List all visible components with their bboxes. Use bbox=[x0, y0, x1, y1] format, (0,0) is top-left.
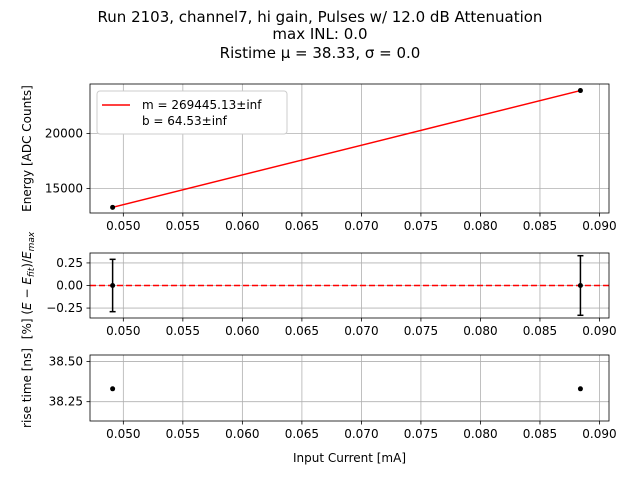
title-line-2: max INL: 0.0 bbox=[272, 25, 367, 43]
energy-xtick-label-4: 0.070 bbox=[344, 219, 378, 233]
residual-xtick-label-3: 0.065 bbox=[285, 324, 319, 338]
risetime-xtick-label-5: 0.075 bbox=[404, 427, 438, 441]
residual-point-0 bbox=[110, 283, 116, 288]
residual-xtick-label-8: 0.090 bbox=[582, 324, 616, 338]
energy-ticks: 0.050 0.055 0.060 0.065 0.070 0.075 0.080 0.085… bbox=[45, 126, 617, 233]
panel-energy: 0.050 0.055 0.060 0.065 0.070 0.075 0.080 0.085… bbox=[20, 83, 617, 233]
risetime-xtick-label-6: 0.080 bbox=[463, 427, 497, 441]
residual-xtick-label-4: 0.070 bbox=[344, 324, 378, 338]
risetime-xlabel: Input Current [mA] bbox=[293, 451, 406, 465]
risetime-xtick-label-8: 0.090 bbox=[582, 427, 616, 441]
residual-xtick-label-6: 0.080 bbox=[463, 324, 497, 338]
panel-risetime: 0.050 0.055 0.060 0.065 0.070 0.075 0.080 0.085… bbox=[20, 348, 617, 465]
residual-ticks: 0.050 0.055 0.060 0.065 0.070 0.075 0.080 0.085… bbox=[46, 256, 616, 338]
residual-xtick-label-7: 0.085 bbox=[523, 324, 557, 338]
energy-ytick-label-1: 20000 bbox=[45, 126, 83, 140]
energy-xtick-label-3: 0.065 bbox=[285, 219, 319, 233]
risetime-xtick-label-3: 0.065 bbox=[285, 427, 319, 441]
legend-entry-0: m = 269445.13±inf bbox=[142, 98, 262, 112]
energy-ylabel: Energy [ADC Counts] bbox=[20, 85, 34, 212]
energy-xtick-label-7: 0.085 bbox=[523, 219, 557, 233]
title-line-3: Ristime μ = 38.33, σ = 0.0 bbox=[220, 44, 421, 62]
energy-legend: m = 269445.13±inf b = 64.53±inf bbox=[96, 90, 288, 135]
risetime-ytick-label-0: 38.25 bbox=[49, 395, 83, 409]
risetime-point-0 bbox=[110, 386, 116, 392]
energy-xtick-label-8: 0.090 bbox=[582, 219, 616, 233]
residual-xtick-label-0: 0.050 bbox=[106, 324, 140, 338]
energy-ytick-label-0: 15000 bbox=[45, 182, 83, 196]
risetime-xtick-label-7: 0.085 bbox=[523, 427, 557, 441]
energy-frame bbox=[89, 83, 610, 214]
risetime-frame bbox=[89, 354, 610, 422]
energy-fit-line bbox=[112, 89, 581, 209]
energy-xtick-label-6: 0.080 bbox=[463, 219, 497, 233]
residual-xtick-label-2: 0.060 bbox=[225, 324, 259, 338]
energy-xtick-label-5: 0.075 bbox=[404, 219, 438, 233]
title-line-1: Run 2103, channel7, hi gain, Pulses w/ 1… bbox=[98, 8, 543, 26]
residual-xtick-label-5: 0.075 bbox=[404, 324, 438, 338]
residual-ytick-label-0: −0.25 bbox=[46, 301, 83, 315]
energy-xtick-label-1: 0.055 bbox=[166, 219, 200, 233]
residual-point-1 bbox=[577, 283, 583, 288]
risetime-xtick-label-0: 0.050 bbox=[106, 427, 140, 441]
panel-residual: 0.050 0.055 0.060 0.065 0.070 0.075 0.080 0.085… bbox=[20, 231, 617, 339]
risetime-point-1 bbox=[577, 386, 583, 392]
energy-point-0 bbox=[110, 204, 116, 210]
residual-xtick-label-1: 0.055 bbox=[166, 324, 200, 338]
energy-xtick-label-0: 0.050 bbox=[106, 219, 140, 233]
residual-ylabel: [%] (E − Efit)/Emax bbox=[20, 231, 37, 339]
risetime-ylabel: rise time [ns] bbox=[20, 348, 34, 428]
energy-xtick-label-2: 0.060 bbox=[225, 219, 259, 233]
risetime-grid bbox=[90, 355, 609, 421]
risetime-xtick-label-4: 0.070 bbox=[344, 427, 378, 441]
residual-ytick-label-1: 0.00 bbox=[56, 279, 83, 293]
legend-box bbox=[96, 90, 288, 135]
figure-title: Run 2103, channel7, hi gain, Pulses w/ 1… bbox=[98, 8, 543, 62]
legend-entry-1: b = 64.53±inf bbox=[142, 114, 228, 128]
risetime-ytick-label-1: 38.50 bbox=[49, 354, 83, 368]
residual-frame bbox=[89, 252, 610, 319]
residual-ytick-label-2: 0.25 bbox=[56, 256, 83, 270]
risetime-xtick-label-1: 0.055 bbox=[166, 427, 200, 441]
risetime-ticks: 0.050 0.055 0.060 0.065 0.070 0.075 0.080 0.085… bbox=[49, 354, 617, 441]
risetime-xtick-label-2: 0.060 bbox=[225, 427, 259, 441]
energy-point-1 bbox=[577, 88, 583, 94]
